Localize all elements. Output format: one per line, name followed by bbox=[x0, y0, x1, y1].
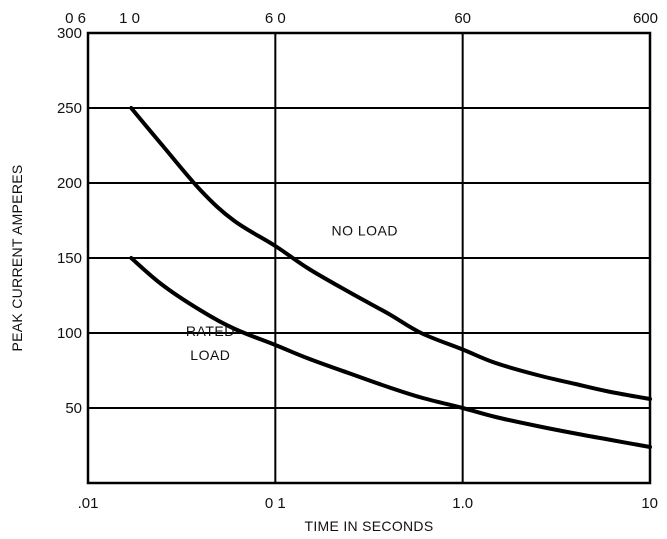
x-tick-label-0: .01 bbox=[78, 495, 99, 512]
y-tick-label-200: 200 bbox=[57, 175, 82, 192]
curves bbox=[129, 106, 652, 449]
x-tick-label-2: 1.0 bbox=[452, 495, 473, 512]
y-tick-label-300: 300 bbox=[57, 25, 82, 42]
y-axis-label: PEAK CURRENT AMPERES bbox=[9, 164, 25, 351]
y-tick-label-50: 50 bbox=[65, 400, 82, 417]
y-tick-label-250: 250 bbox=[57, 100, 82, 117]
annotation-no-load-0: NO LOAD bbox=[331, 223, 398, 239]
series-line-rated-load bbox=[129, 256, 652, 449]
y-tick-label-150: 150 bbox=[57, 250, 82, 267]
x-axis-label: TIME IN SECONDS bbox=[305, 518, 434, 534]
series-line-no-load bbox=[129, 106, 652, 401]
grid bbox=[88, 33, 650, 483]
x-top-tick-label-1: 1 0 bbox=[119, 10, 140, 27]
x-top-tick-label-2: 6 0 bbox=[265, 10, 286, 27]
x-tick-label-3: 10 bbox=[641, 495, 658, 512]
annotations: NO LOAD RATED LOAD bbox=[186, 223, 398, 364]
annotation-load-2: LOAD bbox=[190, 347, 230, 363]
annotation-rated-1: RATED bbox=[186, 323, 235, 339]
plot-frame bbox=[86, 31, 652, 485]
x-tick-label-1: 0 1 bbox=[265, 495, 286, 512]
x-top-tick-label-4: 600 bbox=[633, 10, 658, 27]
y-tick-label-100: 100 bbox=[57, 325, 82, 342]
tick-labels: 50 100 150 200 250 300 .01 0 1 1.0 10 0 6 1 0 6 0 60 6… bbox=[57, 10, 658, 512]
x-top-tick-label-0: 0 6 bbox=[65, 10, 86, 27]
x-top-tick-label-3: 60 bbox=[454, 10, 471, 27]
